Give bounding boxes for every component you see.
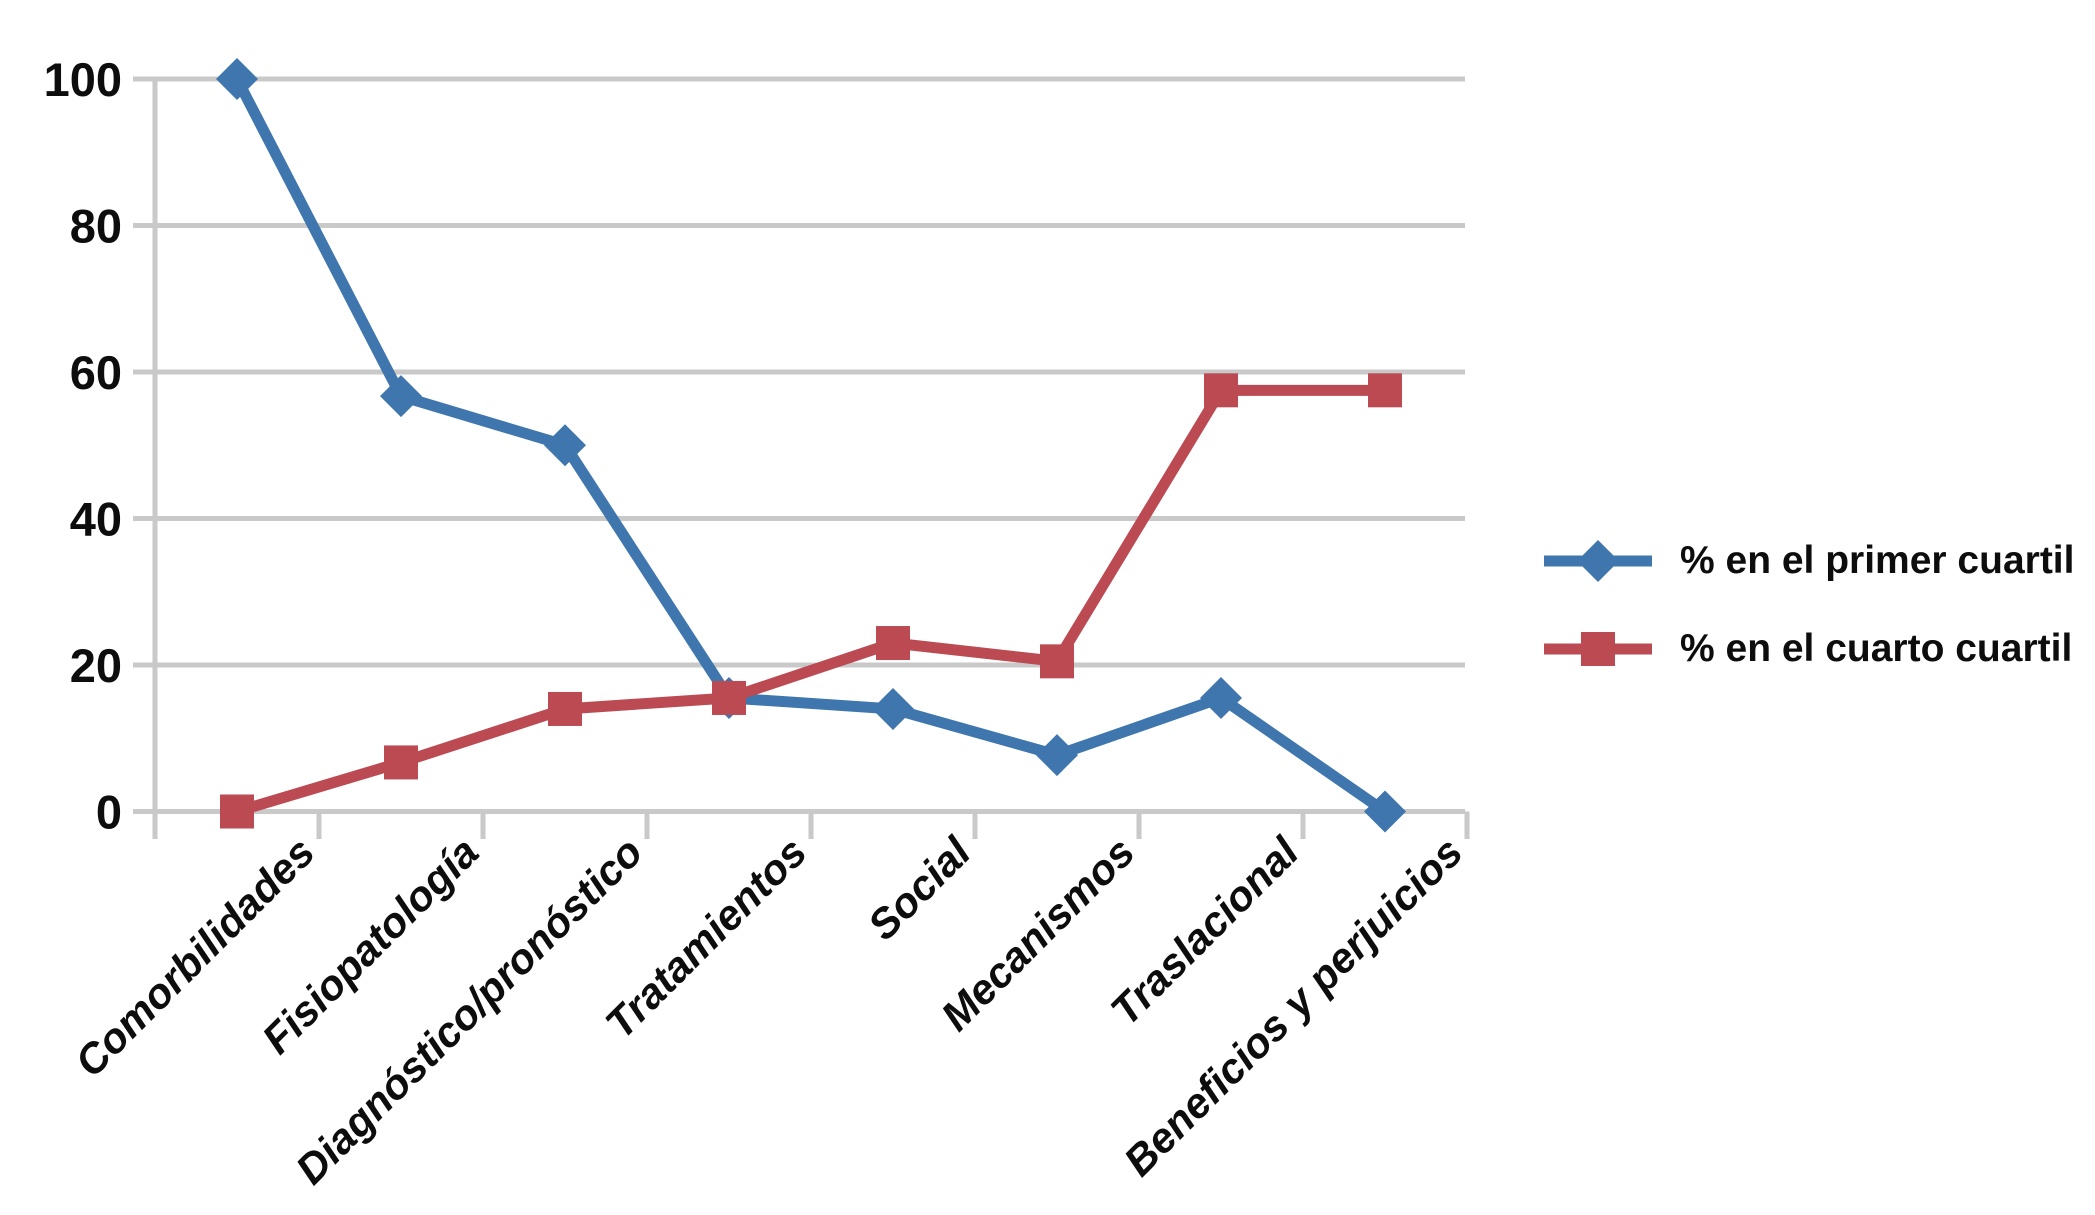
- data-point-square: [548, 691, 582, 726]
- x-axis-category-label: Diagnóstico/pronóstico: [286, 828, 651, 1193]
- y-axis-label: 20: [70, 639, 122, 692]
- y-axis-label: 100: [44, 53, 122, 106]
- data-point-diamond: [872, 687, 914, 730]
- data-point-square: [1368, 373, 1402, 408]
- data-point-diamond: [380, 375, 422, 418]
- y-axis-label: 40: [70, 493, 122, 546]
- data-point-square: [220, 794, 254, 829]
- y-axis-label: 80: [70, 200, 122, 253]
- square-marker-icon: [1544, 632, 1652, 666]
- data-point-diamond: [1036, 734, 1078, 777]
- series-line-1: [235, 384, 1385, 817]
- x-axis-category-label: Beneficios y perjuicios: [1115, 828, 1472, 1185]
- data-point-square: [1040, 644, 1074, 679]
- series-line-0: [232, 76, 1389, 817]
- legend-item-primer-cuartil: % en el primer cuartil: [1542, 538, 2074, 584]
- y-axis-label: 0: [96, 786, 122, 839]
- data-point-diamond: [216, 58, 258, 100]
- diamond-marker-icon: [1544, 540, 1652, 582]
- y-axis-label: 60: [70, 346, 122, 399]
- legend-label-cuarto-cuartil: % en el cuarto cuartil: [1680, 627, 2073, 670]
- legend: % en el primer cuartil % en el cuarto cu…: [1542, 538, 2074, 672]
- data-point-diamond: [544, 424, 586, 467]
- data-point-square: [384, 745, 418, 780]
- data-point-diamond: [1364, 790, 1406, 833]
- legend-item-cuarto-cuartil: % en el cuarto cuartil: [1542, 626, 2074, 672]
- data-point-square: [712, 680, 746, 715]
- data-point-square: [876, 626, 910, 661]
- data-point-diamond: [1200, 676, 1242, 719]
- legend-label-primer-cuartil: % en el primer cuartil: [1680, 539, 2075, 582]
- data-point-square: [1204, 373, 1238, 408]
- x-axis-category-label: Social: [859, 827, 981, 949]
